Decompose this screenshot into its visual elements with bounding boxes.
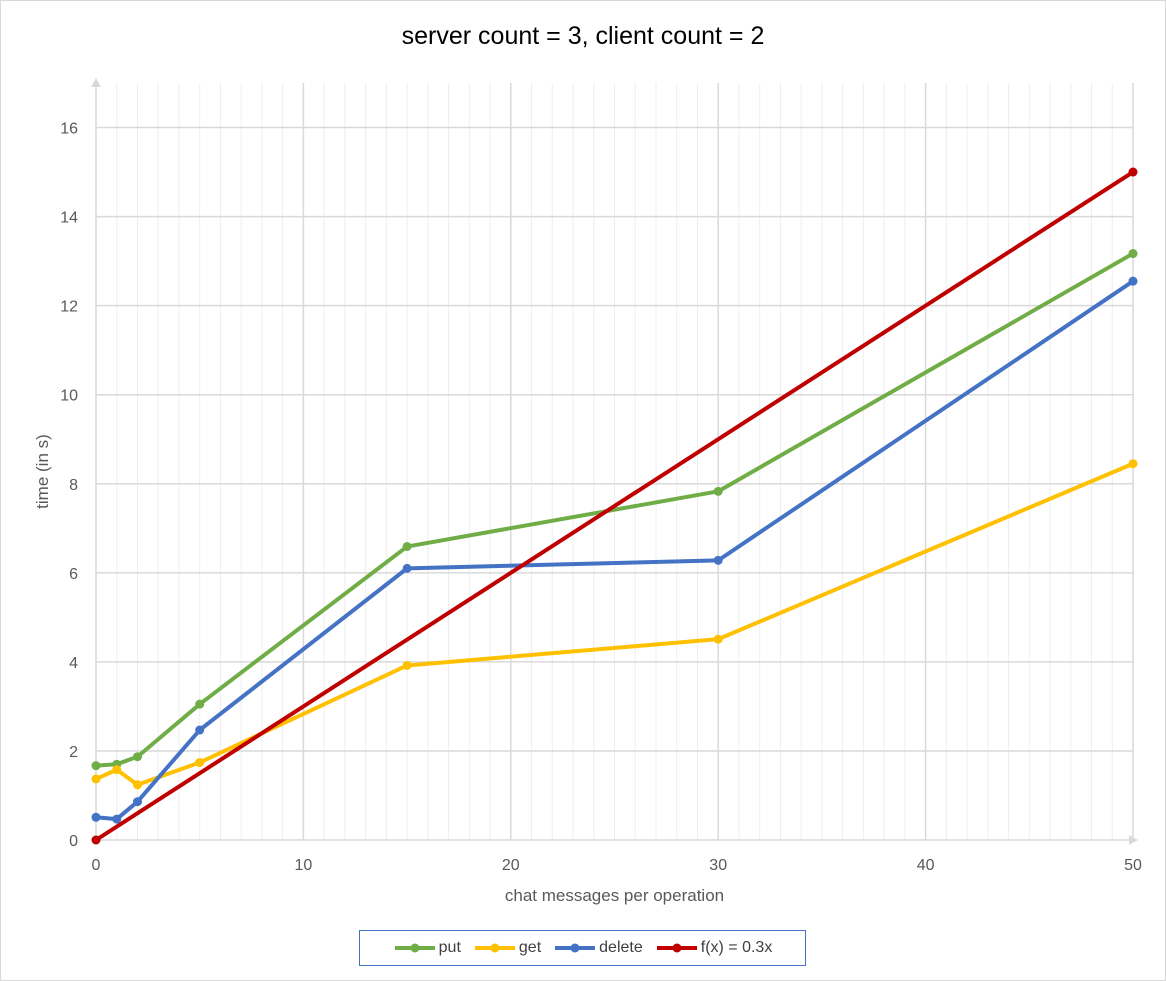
tick-labels: 0 10 20 30 40 50 0 2 4 6 8 10 12 14 16 xyxy=(60,121,1142,874)
legend: put get delete f(x) = 0.3x xyxy=(359,930,806,966)
data-point xyxy=(132,780,142,790)
y-tick-label: 12 xyxy=(60,299,78,316)
data-point xyxy=(195,725,205,735)
series-line-3 xyxy=(94,170,1135,842)
axes xyxy=(91,78,1138,845)
x-tick-label: 20 xyxy=(502,857,520,874)
legend-label: get xyxy=(518,939,542,956)
legend-swatch xyxy=(656,943,697,953)
y-axis-arrow xyxy=(91,78,101,87)
data-point xyxy=(132,797,142,807)
data-point xyxy=(195,758,205,768)
legend-item: f(x) = 0.3x xyxy=(655,939,773,957)
y-tick-label: 2 xyxy=(69,744,78,761)
data-point xyxy=(713,634,723,644)
legend-swatch xyxy=(555,943,596,953)
data-point xyxy=(112,814,122,824)
data-point xyxy=(132,752,142,762)
data-point xyxy=(1128,249,1138,259)
grid-lines xyxy=(96,83,1134,840)
data-point xyxy=(402,542,412,552)
y-tick-label: 14 xyxy=(60,210,78,227)
data-point xyxy=(112,765,122,775)
legend-label: f(x) = 0.3x xyxy=(700,939,773,956)
x-tick-label: 40 xyxy=(917,857,935,874)
legend-label: put xyxy=(438,939,461,956)
y-tick-label: 4 xyxy=(69,655,78,672)
data-point xyxy=(1128,459,1138,469)
data-point xyxy=(91,835,101,845)
chart-title: server count = 3, client count = 2 xyxy=(401,22,765,50)
legend-swatch xyxy=(394,943,435,953)
data-point xyxy=(402,563,412,573)
data-series xyxy=(91,167,1138,845)
data-point xyxy=(713,555,723,565)
legend-item: delete xyxy=(553,939,643,957)
x-tick-label: 50 xyxy=(1124,857,1142,874)
x-axis-arrow xyxy=(1129,835,1138,845)
x-tick-label: 0 xyxy=(92,857,101,874)
x-tick-label: 10 xyxy=(295,857,313,874)
data-point xyxy=(91,812,101,822)
data-point xyxy=(195,699,205,709)
data-point xyxy=(1128,276,1138,286)
data-point xyxy=(402,660,412,670)
legend-item: put xyxy=(393,939,461,957)
x-tick-label: 30 xyxy=(709,857,727,874)
data-point xyxy=(91,774,101,784)
legend-label: delete xyxy=(599,939,643,956)
y-tick-label: 8 xyxy=(69,477,78,494)
y-tick-label: 0 xyxy=(69,833,78,850)
y-tick-label: 10 xyxy=(60,388,78,405)
legend-swatch xyxy=(474,943,515,953)
x-axis-title: chat messages per operation xyxy=(505,886,724,905)
y-axis-title: time (in s) xyxy=(33,434,52,509)
data-point xyxy=(1128,167,1138,177)
data-point xyxy=(91,761,101,771)
y-tick-label: 16 xyxy=(60,121,78,138)
legend-item: get xyxy=(473,939,541,957)
y-tick-label: 6 xyxy=(69,566,78,583)
data-point xyxy=(713,486,723,496)
